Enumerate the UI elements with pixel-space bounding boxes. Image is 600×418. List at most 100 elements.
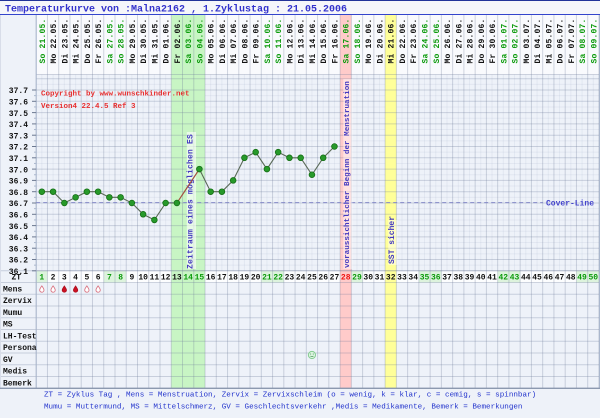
svg-text:Mo 19.06.: Mo 19.06. xyxy=(365,18,374,63)
svg-text:7: 7 xyxy=(107,274,112,283)
svg-text:Copyright by www.wunschkinder.: Copyright by www.wunschkinder.net xyxy=(41,91,190,99)
svg-text:8: 8 xyxy=(118,274,123,283)
svg-text:37.5: 37.5 xyxy=(9,110,28,119)
svg-text:Mumu = Muttermund, MS = Mittel: Mumu = Muttermund, MS = Mittelschmerz, G… xyxy=(44,403,522,411)
svg-text:38: 38 xyxy=(453,274,463,283)
svg-text:23: 23 xyxy=(285,274,295,283)
svg-text:Do 29.06.: Do 29.06. xyxy=(478,18,487,63)
svg-text:37: 37 xyxy=(442,274,452,283)
svg-text:Mi 28.06.: Mi 28.06. xyxy=(467,18,476,63)
svg-text:Fr 02.06.: Fr 02.06. xyxy=(174,18,183,63)
svg-text:40: 40 xyxy=(476,274,486,283)
svg-text:3: 3 xyxy=(62,274,67,283)
svg-text:Sa 24.06.: Sa 24.06. xyxy=(422,18,431,63)
svg-text:46: 46 xyxy=(543,274,553,283)
svg-text:47: 47 xyxy=(555,274,565,283)
svg-text:21: 21 xyxy=(262,274,272,283)
svg-text:37.0: 37.0 xyxy=(9,166,28,175)
svg-text:Do 25.05.: Do 25.05. xyxy=(84,18,93,63)
svg-text:Do 06.07.: Do 06.07. xyxy=(557,18,566,63)
svg-text:Do 08.06.: Do 08.06. xyxy=(241,18,250,63)
svg-text:24: 24 xyxy=(296,274,306,283)
svg-text:Persona: Persona xyxy=(3,344,37,353)
svg-text:Mo 05.06.: Mo 05.06. xyxy=(208,18,217,63)
svg-text:Di 30.05.: Di 30.05. xyxy=(140,18,149,63)
svg-text:Mi 31.05.: Mi 31.05. xyxy=(151,18,160,63)
svg-text:Di 20.06.: Di 20.06. xyxy=(376,18,385,63)
svg-text:Fr 09.06.: Fr 09.06. xyxy=(253,18,262,63)
svg-text:26: 26 xyxy=(318,274,328,283)
svg-text:11: 11 xyxy=(150,274,160,283)
svg-text:10: 10 xyxy=(138,274,148,283)
svg-text:Bemerk: Bemerk xyxy=(3,379,32,388)
svg-text:37.2: 37.2 xyxy=(9,144,28,153)
svg-text:37.7: 37.7 xyxy=(9,87,28,96)
svg-text:36.5: 36.5 xyxy=(9,223,28,232)
svg-text:14: 14 xyxy=(183,274,193,283)
svg-text:So 04.06.: So 04.06. xyxy=(196,18,205,63)
svg-text:So 02.07.: So 02.07. xyxy=(512,18,521,63)
svg-text:36.1: 36.1 xyxy=(9,268,28,277)
svg-text:Mi 05.07.: Mi 05.07. xyxy=(545,18,554,63)
svg-text:So 21.05.: So 21.05. xyxy=(39,18,48,63)
svg-text:33: 33 xyxy=(397,274,407,283)
svg-text:Mo 26.06.: Mo 26.06. xyxy=(444,18,453,63)
svg-text:Sa 01.07.: Sa 01.07. xyxy=(500,18,509,63)
svg-text:37.6: 37.6 xyxy=(9,99,28,108)
svg-text:Mi 21.06.: Mi 21.06. xyxy=(388,18,397,63)
svg-text:So 28.05.: So 28.05. xyxy=(118,18,127,63)
svg-text:Version4 22.4.5 Ref 3: Version4 22.4.5 Ref 3 xyxy=(41,103,136,111)
svg-text:37.4: 37.4 xyxy=(9,121,28,130)
svg-text:17: 17 xyxy=(217,274,227,283)
svg-text:GV: GV xyxy=(3,356,13,365)
svg-text:1: 1 xyxy=(39,274,44,283)
svg-text:37.1: 37.1 xyxy=(9,155,28,164)
svg-text:Fr 07.07.: Fr 07.07. xyxy=(568,18,577,63)
svg-text:Fr 26.05.: Fr 26.05. xyxy=(95,18,104,63)
svg-text:ZT = Zyklus Tag , Mens = Menst: ZT = Zyklus Tag , Mens = Menstruation, Z… xyxy=(44,391,536,399)
svg-text:37.3: 37.3 xyxy=(9,132,28,141)
svg-text:27: 27 xyxy=(330,274,340,283)
svg-text:42: 42 xyxy=(498,274,508,283)
svg-text:Di 04.07.: Di 04.07. xyxy=(534,18,543,63)
svg-text:6: 6 xyxy=(96,274,101,283)
svg-text:31: 31 xyxy=(375,274,385,283)
svg-text:Di 06.06.: Di 06.06. xyxy=(219,18,228,63)
svg-text:Fr 30.06.: Fr 30.06. xyxy=(489,18,498,63)
svg-text:Sa 03.06.: Sa 03.06. xyxy=(185,18,194,63)
svg-text:36: 36 xyxy=(431,274,441,283)
svg-text:voraussichtlicher Beginn der M: voraussichtlicher Beginn der Menstruatio… xyxy=(344,81,352,268)
svg-text:Sa 17.06.: Sa 17.06. xyxy=(343,18,352,63)
svg-text:19: 19 xyxy=(240,274,250,283)
svg-text:12: 12 xyxy=(161,274,171,283)
svg-text:5: 5 xyxy=(84,274,89,283)
svg-text:Mo 12.06.: Mo 12.06. xyxy=(286,18,295,63)
svg-text:Mo 29.05.: Mo 29.05. xyxy=(129,18,138,63)
svg-text:Mi 14.06.: Mi 14.06. xyxy=(309,18,318,63)
svg-text:Zervix: Zervix xyxy=(3,297,32,306)
svg-text:15: 15 xyxy=(195,274,205,283)
svg-text:Mi 24.05.: Mi 24.05. xyxy=(73,18,82,63)
svg-text:36.8: 36.8 xyxy=(9,189,28,198)
svg-text:35: 35 xyxy=(420,274,430,283)
svg-text:Sa 08.07.: Sa 08.07. xyxy=(579,18,588,63)
svg-text:Mumu: Mumu xyxy=(3,309,22,318)
svg-text:43: 43 xyxy=(510,274,520,283)
svg-text:Mo 03.07.: Mo 03.07. xyxy=(523,18,532,63)
svg-text:MS: MS xyxy=(3,321,13,330)
svg-text:Do 22.06.: Do 22.06. xyxy=(399,18,408,63)
svg-text:30: 30 xyxy=(363,274,373,283)
svg-text:32: 32 xyxy=(386,274,396,283)
svg-text:49: 49 xyxy=(577,274,587,283)
svg-text:36.3: 36.3 xyxy=(9,245,28,254)
svg-text:So 11.06.: So 11.06. xyxy=(275,18,284,63)
svg-text:39: 39 xyxy=(465,274,475,283)
svg-text:25: 25 xyxy=(307,274,317,283)
svg-text:36.6: 36.6 xyxy=(9,212,28,221)
svg-text:Mi 07.06.: Mi 07.06. xyxy=(230,18,239,63)
svg-text:48: 48 xyxy=(566,274,576,283)
svg-text:45: 45 xyxy=(532,274,542,283)
svg-text:18: 18 xyxy=(228,274,238,283)
svg-text:Do 15.06.: Do 15.06. xyxy=(320,18,329,63)
svg-text:44: 44 xyxy=(521,274,531,283)
